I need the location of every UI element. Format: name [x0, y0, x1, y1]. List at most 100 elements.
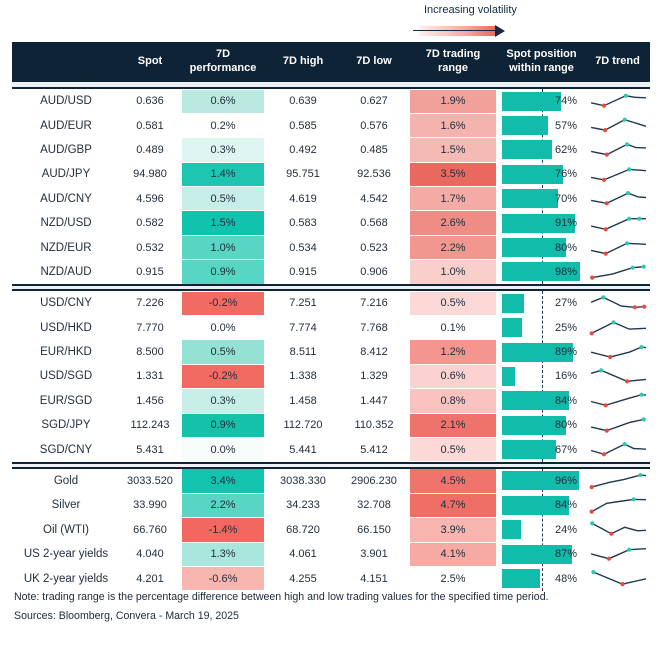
spot-position-cell: 48%	[498, 566, 585, 590]
trend-min-dot	[608, 531, 613, 537]
volatility-arrowhead-icon	[495, 25, 505, 37]
spot-position-cell: 76%	[498, 162, 585, 186]
performance-cell: 0.0%	[180, 437, 266, 462]
row-label: UK 2-year yields	[23, 572, 109, 585]
table-row: Silver 33.990 2.2% 34.233 32.708 4.7% 84…	[12, 493, 650, 518]
trend-max-dot	[641, 265, 646, 270]
spot-position-label: 67%	[554, 443, 577, 456]
trend-sparkline	[585, 566, 650, 590]
section-gap	[12, 286, 650, 290]
spot-value: 0.581	[136, 119, 164, 132]
spot-value: 7.226	[136, 297, 164, 310]
trend-sparkline	[585, 493, 650, 517]
high-value: 7.251	[289, 297, 317, 310]
trend-max-dot	[638, 344, 644, 349]
low-value: 110.352	[354, 419, 394, 432]
trading-range-value: 0.8%	[410, 389, 496, 413]
fx-table: Spot 7D performance 7D high 7D low 7D tr…	[12, 42, 650, 591]
header-7d-trading-range: 7D trading range	[425, 48, 481, 74]
volatility-legend-label: Increasing volatility	[424, 4, 517, 16]
trend-sparkline	[585, 138, 650, 162]
spot-position-bar	[502, 415, 566, 435]
trading-range-value: 1.6%	[410, 113, 496, 138]
trend-sparkline	[585, 469, 650, 493]
high-value: 4.619	[289, 192, 317, 205]
header-7d-trend: 7D trend	[595, 55, 640, 68]
performance-cell: 0.2%	[180, 113, 266, 138]
spot-position-bar	[502, 237, 566, 257]
performance-cell: -0.6%	[180, 566, 266, 591]
spot-position-label: 80%	[554, 241, 577, 254]
trading-range-cell: 4.1%	[408, 542, 498, 566]
spot-value: 0.489	[136, 143, 164, 156]
performance-cell: 2.2%	[180, 493, 266, 518]
table-row: US 2-year yields 4.040 1.3% 4.061 3.901 …	[12, 542, 650, 566]
trading-range-value: 1.7%	[410, 187, 496, 211]
spot-position-cell: 89%	[498, 340, 585, 364]
trend-max-dot	[589, 521, 594, 526]
spot-position-bar	[502, 342, 574, 362]
trend-line	[590, 418, 644, 432]
performance-cell: 0.5%	[180, 187, 266, 211]
trading-range-cell: 4.5%	[408, 469, 498, 493]
trend-sparkline	[585, 316, 650, 340]
performance-value: 0.3%	[182, 389, 264, 413]
low-value: 0.485	[360, 143, 388, 156]
row-label: AUD/JPY	[41, 168, 91, 181]
high-value: 7.774	[289, 321, 317, 334]
spot-value: 0.915	[136, 265, 164, 278]
trading-range-value: 0.6%	[410, 364, 496, 389]
trend-max-dot	[623, 93, 628, 98]
high-value: 0.915	[289, 265, 317, 278]
trend-sparkline	[585, 542, 650, 566]
performance-value: 3.4%	[182, 469, 264, 493]
trend-max-dot	[637, 472, 642, 477]
trend-sparkline	[585, 113, 650, 137]
row-label: NZD/USD	[40, 217, 92, 230]
row-label: AUD/CNY	[40, 192, 92, 205]
performance-value: 0.0%	[182, 437, 264, 462]
trend-line	[590, 242, 646, 255]
volatility-legend: Increasing volatility	[413, 4, 543, 37]
low-value: 5.412	[360, 443, 388, 456]
low-value: 1.329	[360, 370, 388, 383]
sources-line: Sources: Bloomberg, Convera - March 19, …	[14, 610, 239, 622]
trading-range-value: 0.5%	[410, 437, 496, 462]
spot-position-label: 84%	[554, 394, 577, 407]
trading-range-value: 2.2%	[410, 235, 496, 260]
table-header: Spot 7D performance 7D high 7D low 7D tr…	[12, 42, 650, 82]
header-spot-position: Spot position within range	[506, 48, 577, 74]
spot-position-bar	[502, 318, 522, 338]
trend-line	[590, 192, 646, 205]
trading-range-value: 0.5%	[410, 291, 496, 316]
trend-line	[592, 571, 646, 585]
performance-value: 2.2%	[182, 493, 264, 518]
trend-max-dot	[638, 392, 644, 398]
trading-range-value: 0.1%	[410, 316, 496, 340]
spot-position-cell: 74%	[498, 89, 585, 113]
performance-value: -0.6%	[182, 566, 264, 591]
performance-value: 0.3%	[182, 138, 264, 162]
trend-max-dot	[598, 368, 603, 373]
high-value: 0.583	[289, 217, 317, 230]
trend-sparkline	[585, 162, 650, 186]
row-label: Silver	[51, 499, 81, 512]
header-7d-low: 7D low	[356, 55, 392, 68]
table-row: Oil (WTI) 66.760 -1.4% 68.720 66.150 3.9…	[12, 518, 650, 542]
trading-range-cell: 0.6%	[408, 364, 498, 389]
trend-min-dot	[601, 452, 606, 457]
spot-position-label: 98%	[554, 265, 577, 278]
performance-cell: -0.2%	[180, 291, 266, 316]
table-row: USD/SGD 1.331 -0.2% 1.338 1.329 0.6% 16%	[12, 364, 650, 389]
trading-range-value: 2.1%	[410, 413, 496, 437]
trading-range-value: 4.5%	[410, 469, 496, 493]
low-value: 7.768	[360, 321, 388, 334]
low-value: 0.523	[360, 241, 388, 254]
spot-value: 3033.520	[127, 475, 173, 488]
row-label: AUD/USD	[40, 95, 92, 108]
spot-value: 1.456	[136, 394, 164, 407]
low-value: 1.447	[360, 394, 388, 407]
row-label: USD/CNY	[40, 297, 92, 310]
trading-range-cell: 2.2%	[408, 235, 498, 260]
spot-position-label: 76%	[554, 168, 577, 181]
